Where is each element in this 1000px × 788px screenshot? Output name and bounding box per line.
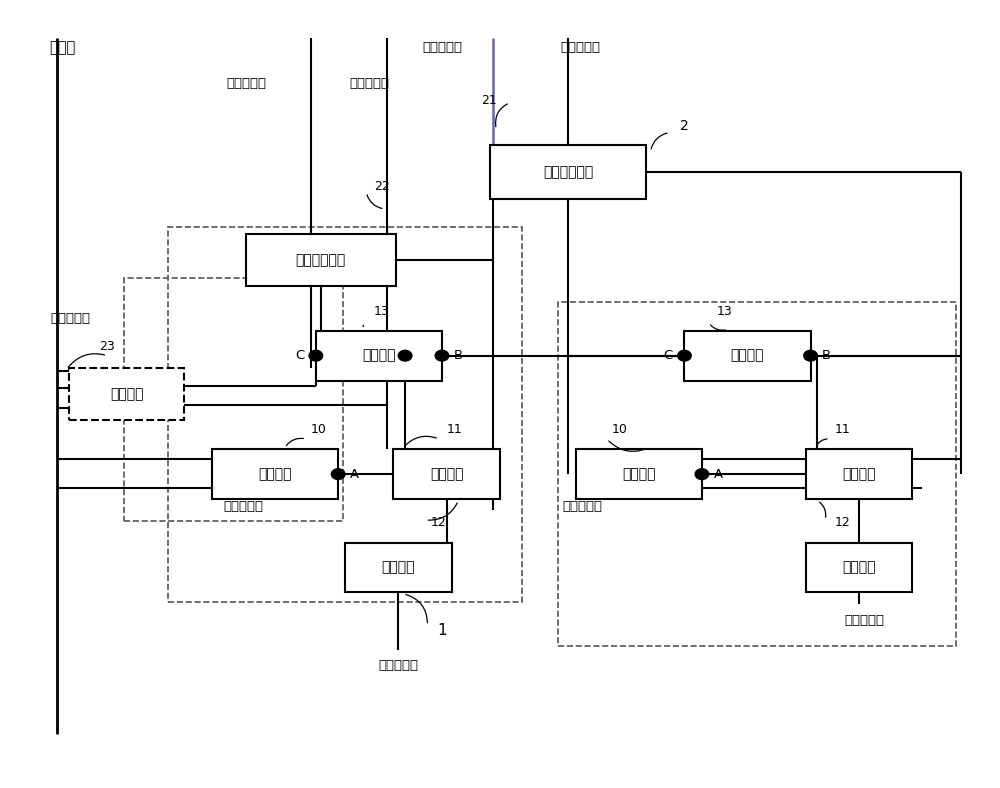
Circle shape: [695, 469, 709, 479]
Text: 发光模块: 发光模块: [842, 560, 876, 574]
Text: 存储模块: 存储模块: [362, 348, 396, 362]
Text: 12: 12: [835, 516, 851, 529]
Text: 11: 11: [447, 423, 463, 436]
Text: A: A: [714, 467, 723, 481]
Text: 第二重置模块: 第二重置模块: [296, 253, 346, 267]
Text: 第一电源线: 第一电源线: [561, 41, 601, 54]
FancyBboxPatch shape: [490, 146, 646, 199]
Text: 第二电源线: 第二电源线: [844, 615, 884, 627]
Text: 第三控制线: 第三控制线: [50, 313, 90, 325]
Text: 驱动模块: 驱动模块: [430, 467, 464, 481]
Text: A: A: [350, 467, 359, 481]
FancyBboxPatch shape: [393, 449, 500, 499]
Text: 第二扫描线: 第二扫描线: [563, 500, 603, 513]
Text: 22: 22: [374, 180, 390, 193]
FancyBboxPatch shape: [684, 331, 811, 381]
FancyBboxPatch shape: [246, 234, 396, 286]
Text: C: C: [295, 349, 304, 362]
Text: 21: 21: [481, 95, 496, 107]
Text: 第一控制线: 第一控制线: [422, 41, 462, 54]
Text: 13: 13: [716, 305, 732, 318]
Text: B: B: [822, 349, 831, 362]
Text: 输入模块: 输入模块: [622, 467, 656, 481]
Circle shape: [804, 351, 817, 361]
Text: 1: 1: [437, 623, 447, 637]
Text: 23: 23: [100, 340, 115, 352]
FancyBboxPatch shape: [345, 543, 452, 593]
Text: 第一重置模块: 第一重置模块: [543, 165, 593, 179]
Circle shape: [435, 351, 449, 361]
Text: 存储模块: 存储模块: [731, 348, 764, 362]
Text: 第一扫描线: 第一扫描线: [223, 500, 263, 513]
Circle shape: [309, 351, 323, 361]
FancyBboxPatch shape: [69, 368, 184, 420]
Text: B: B: [454, 349, 463, 362]
Text: 2: 2: [680, 119, 688, 133]
Circle shape: [331, 469, 345, 479]
Text: 第二电源线: 第二电源线: [378, 659, 418, 671]
Text: 第三电源线: 第三电源线: [349, 76, 389, 90]
Text: 发光模块: 发光模块: [382, 560, 415, 574]
Text: C: C: [664, 349, 673, 362]
FancyBboxPatch shape: [212, 449, 338, 499]
Circle shape: [398, 351, 412, 361]
Text: 第二控制线: 第二控制线: [226, 76, 266, 90]
Text: 10: 10: [612, 423, 628, 436]
FancyBboxPatch shape: [576, 449, 702, 499]
Text: 控制模块: 控制模块: [110, 387, 143, 401]
FancyBboxPatch shape: [806, 543, 912, 593]
Circle shape: [678, 351, 691, 361]
Text: 11: 11: [835, 423, 851, 436]
Text: 10: 10: [311, 423, 327, 436]
Text: 数据线: 数据线: [49, 40, 75, 55]
FancyBboxPatch shape: [806, 449, 912, 499]
Text: 输入模块: 输入模块: [258, 467, 292, 481]
FancyBboxPatch shape: [316, 331, 442, 381]
Text: 13: 13: [374, 305, 390, 318]
Text: 驱动模块: 驱动模块: [842, 467, 876, 481]
Text: 12: 12: [430, 516, 446, 529]
